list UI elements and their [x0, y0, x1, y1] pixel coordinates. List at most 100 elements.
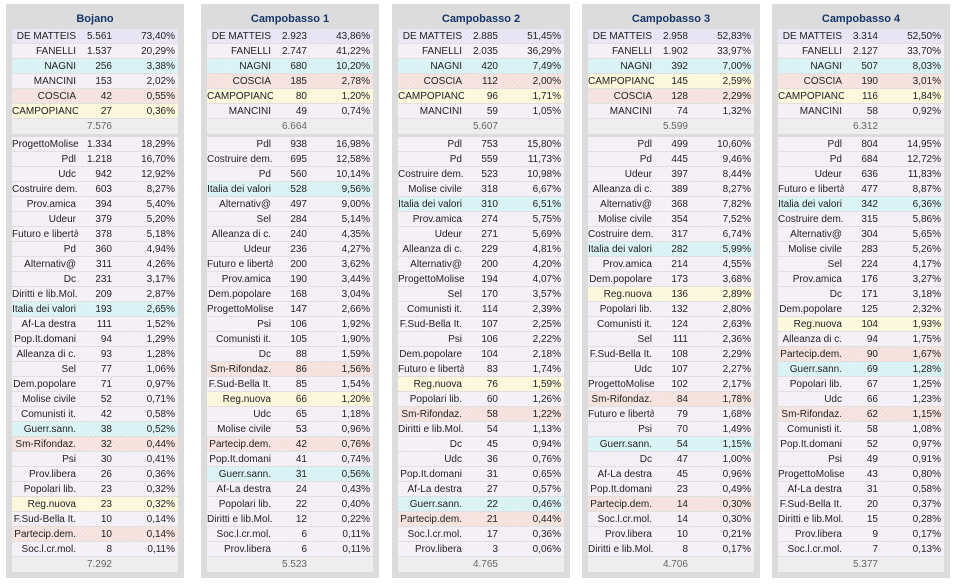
name-cell: Alternativ@: [24, 259, 76, 270]
list-row: Dc 45 0,94%: [398, 437, 564, 452]
percent-cell: 1,15%: [722, 439, 751, 450]
percent-cell: 0,43%: [341, 484, 370, 495]
name-cell: Reg.nuova: [793, 319, 842, 330]
list-row: Comunisti it. 124 2,63%: [588, 317, 754, 332]
percent-cell: 1,20%: [341, 91, 370, 102]
percent-cell: 0,14%: [146, 514, 175, 525]
percent-cell: 3,62%: [341, 259, 370, 270]
total-row: 7.292: [12, 557, 178, 572]
list-row: Popolari lib. 67 1,25%: [778, 377, 944, 392]
percent-cell: 1,54%: [341, 379, 370, 390]
percent-cell: 1,06%: [146, 364, 175, 375]
percent-cell: 0,11%: [147, 544, 175, 555]
votes-cell: 1.537: [86, 46, 112, 57]
votes-cell: 84: [676, 394, 688, 405]
votes-cell: 680: [290, 61, 307, 72]
percent-cell: 0,46%: [532, 499, 561, 510]
percent-cell: 2,89%: [722, 289, 751, 300]
votes-cell: 17: [486, 529, 498, 540]
percent-cell: 3,27%: [912, 274, 941, 285]
percent-cell: 0,14%: [146, 529, 175, 540]
votes-cell: 1.902: [662, 46, 688, 57]
votes-cell: 284: [290, 214, 307, 225]
name-cell: Pop.It.domani: [209, 454, 271, 465]
name-cell: Af-La destra: [216, 484, 271, 495]
votes-cell: 45: [486, 439, 498, 450]
percent-cell: 0,49%: [722, 484, 751, 495]
name-cell: COSCIA: [613, 91, 652, 102]
votes-cell: 193: [95, 304, 112, 315]
results-panel: Bojano DE MATTEIS 5.561 73,40% FANELLI 1.537 2…: [6, 4, 184, 578]
list-row: Psi 70 1,49%: [588, 422, 754, 437]
percent-cell: 0,97%: [912, 439, 941, 450]
list-row: Udc 36 0,76%: [398, 452, 564, 467]
list-row: Costruire dem. 317 6,74%: [588, 227, 754, 242]
name-cell: Futuro e libertà: [207, 259, 273, 270]
total-spacer: [398, 119, 464, 134]
name-cell: Pdl: [256, 139, 271, 150]
votes-cell: 240: [290, 229, 307, 240]
list-row: Dem.popolare 168 3,04%: [207, 287, 373, 302]
votes-cell: 23: [676, 484, 688, 495]
mayor-row: CAMPOPIANO 96 1,71%: [398, 89, 564, 104]
name-cell: Sel: [637, 334, 652, 345]
percent-cell: 0,55%: [146, 91, 175, 102]
name-cell: Pdl: [637, 139, 652, 150]
percent-cell: 0,97%: [146, 379, 175, 390]
total-row: 4.765: [398, 557, 564, 572]
percent-cell: 0,11%: [342, 529, 370, 540]
total-row: 6.312: [778, 119, 944, 134]
mayor-row: DE MATTEIS 3.314 52,50%: [778, 29, 944, 44]
votes-cell: 420: [481, 61, 498, 72]
name-cell: Alleanza di c.: [402, 244, 462, 255]
total-row: 5.599: [588, 119, 754, 134]
votes-cell: 378: [95, 229, 112, 240]
percent-cell: 1,25%: [912, 379, 941, 390]
name-cell: Pd: [829, 154, 842, 165]
name-cell: Soc.l.cr.mol.: [787, 544, 842, 555]
list-row: Pd 560 10,14%: [207, 167, 373, 182]
votes-cell: 107: [671, 364, 688, 375]
percent-cell: 9,46%: [722, 154, 751, 165]
name-cell: Diritti e lib.Mol.: [588, 544, 654, 555]
percent-cell: 1,23%: [912, 394, 941, 405]
votes-cell: 21: [486, 514, 498, 525]
name-cell: Molise civile: [22, 394, 76, 405]
percent-cell: 9,56%: [341, 184, 370, 195]
list-row: Futuro e libertà 200 3,62%: [207, 257, 373, 272]
total-spacer: [207, 557, 273, 572]
percent-cell: 33,70%: [907, 46, 941, 57]
name-cell: Guerr.sann.: [789, 364, 842, 375]
list-row: Italia dei valori 342 6,36%: [778, 197, 944, 212]
list-row: ProgettoMolise 194 4,07%: [398, 272, 564, 287]
panel-title: Campobasso 4: [821, 13, 901, 25]
name-cell: ProgettoMolise: [12, 139, 78, 150]
name-cell: Dem.popolare: [13, 379, 76, 390]
name-cell: CAMPOPIANO: [398, 91, 464, 102]
name-cell: ProgettoMolise: [207, 304, 273, 315]
name-cell: Costruire dem.: [588, 229, 654, 240]
percent-cell: 4,55%: [722, 259, 751, 270]
name-cell: Costruire dem.: [207, 154, 273, 165]
votes-cell: 27: [100, 106, 112, 117]
name-cell: Molise civile: [408, 184, 462, 195]
name-cell: Soc.l.cr.mol.: [597, 514, 652, 525]
list-row: Futuro e libertà 378 5,18%: [12, 227, 178, 242]
list-row: Partecip.dem. 90 1,67%: [778, 347, 944, 362]
votes-cell: 74: [676, 106, 688, 117]
name-cell: Prov.libera: [604, 529, 652, 540]
percent-cell: 8,44%: [722, 169, 751, 180]
name-cell: Udeur: [434, 229, 462, 240]
mayor-row: NAGNI 680 10,20%: [207, 59, 373, 74]
list-row: Soc.l.cr.mol. 6 0,11%: [207, 527, 373, 542]
votes-cell: 310: [481, 199, 498, 210]
list-row: Af-La destra 45 0,96%: [588, 467, 754, 482]
percent-cell: 0,06%: [532, 544, 561, 555]
percent-cell: 1,05%: [532, 106, 561, 117]
votes-cell: 66: [866, 394, 878, 405]
name-cell: Dc: [829, 289, 842, 300]
list-row: Pdl 938 16,98%: [207, 137, 373, 152]
votes-cell: 58: [866, 106, 878, 117]
list-row: Prov.libera 6 0,11%: [207, 542, 373, 557]
votes-cell: 96: [486, 91, 498, 102]
